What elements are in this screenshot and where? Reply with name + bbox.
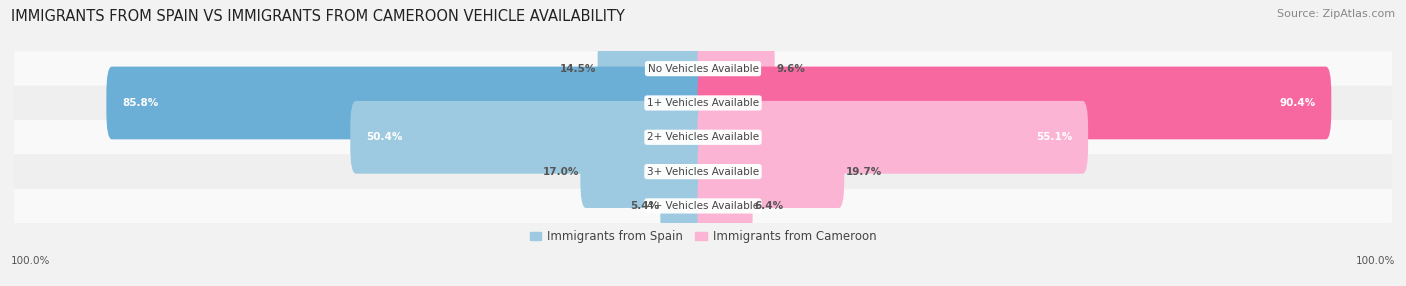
Text: 3+ Vehicles Available: 3+ Vehicles Available: [647, 167, 759, 176]
FancyBboxPatch shape: [14, 154, 1392, 189]
Text: No Vehicles Available: No Vehicles Available: [648, 64, 758, 74]
Text: 17.0%: 17.0%: [543, 167, 579, 176]
FancyBboxPatch shape: [598, 32, 709, 105]
FancyBboxPatch shape: [697, 67, 1331, 139]
Text: 2+ Vehicles Available: 2+ Vehicles Available: [647, 132, 759, 142]
Text: 4+ Vehicles Available: 4+ Vehicles Available: [647, 201, 759, 211]
Text: 100.0%: 100.0%: [11, 256, 51, 266]
FancyBboxPatch shape: [697, 170, 752, 242]
Text: 50.4%: 50.4%: [366, 132, 402, 142]
FancyBboxPatch shape: [107, 67, 709, 139]
Text: 90.4%: 90.4%: [1279, 98, 1316, 108]
Text: 9.6%: 9.6%: [776, 64, 804, 74]
FancyBboxPatch shape: [14, 189, 1392, 223]
Text: 14.5%: 14.5%: [560, 64, 596, 74]
FancyBboxPatch shape: [661, 170, 709, 242]
FancyBboxPatch shape: [697, 101, 1088, 174]
FancyBboxPatch shape: [14, 51, 1392, 86]
Text: Source: ZipAtlas.com: Source: ZipAtlas.com: [1277, 9, 1395, 19]
Text: 55.1%: 55.1%: [1036, 132, 1073, 142]
Text: 5.4%: 5.4%: [630, 201, 659, 211]
Text: 19.7%: 19.7%: [845, 167, 882, 176]
FancyBboxPatch shape: [581, 135, 709, 208]
FancyBboxPatch shape: [697, 32, 775, 105]
Legend: Immigrants from Spain, Immigrants from Cameroon: Immigrants from Spain, Immigrants from C…: [524, 226, 882, 248]
FancyBboxPatch shape: [350, 101, 709, 174]
Text: 100.0%: 100.0%: [1355, 256, 1395, 266]
FancyBboxPatch shape: [14, 86, 1392, 120]
Text: IMMIGRANTS FROM SPAIN VS IMMIGRANTS FROM CAMEROON VEHICLE AVAILABILITY: IMMIGRANTS FROM SPAIN VS IMMIGRANTS FROM…: [11, 9, 626, 23]
Text: 85.8%: 85.8%: [122, 98, 159, 108]
FancyBboxPatch shape: [14, 120, 1392, 154]
FancyBboxPatch shape: [697, 135, 844, 208]
Text: 1+ Vehicles Available: 1+ Vehicles Available: [647, 98, 759, 108]
Text: 6.4%: 6.4%: [754, 201, 783, 211]
